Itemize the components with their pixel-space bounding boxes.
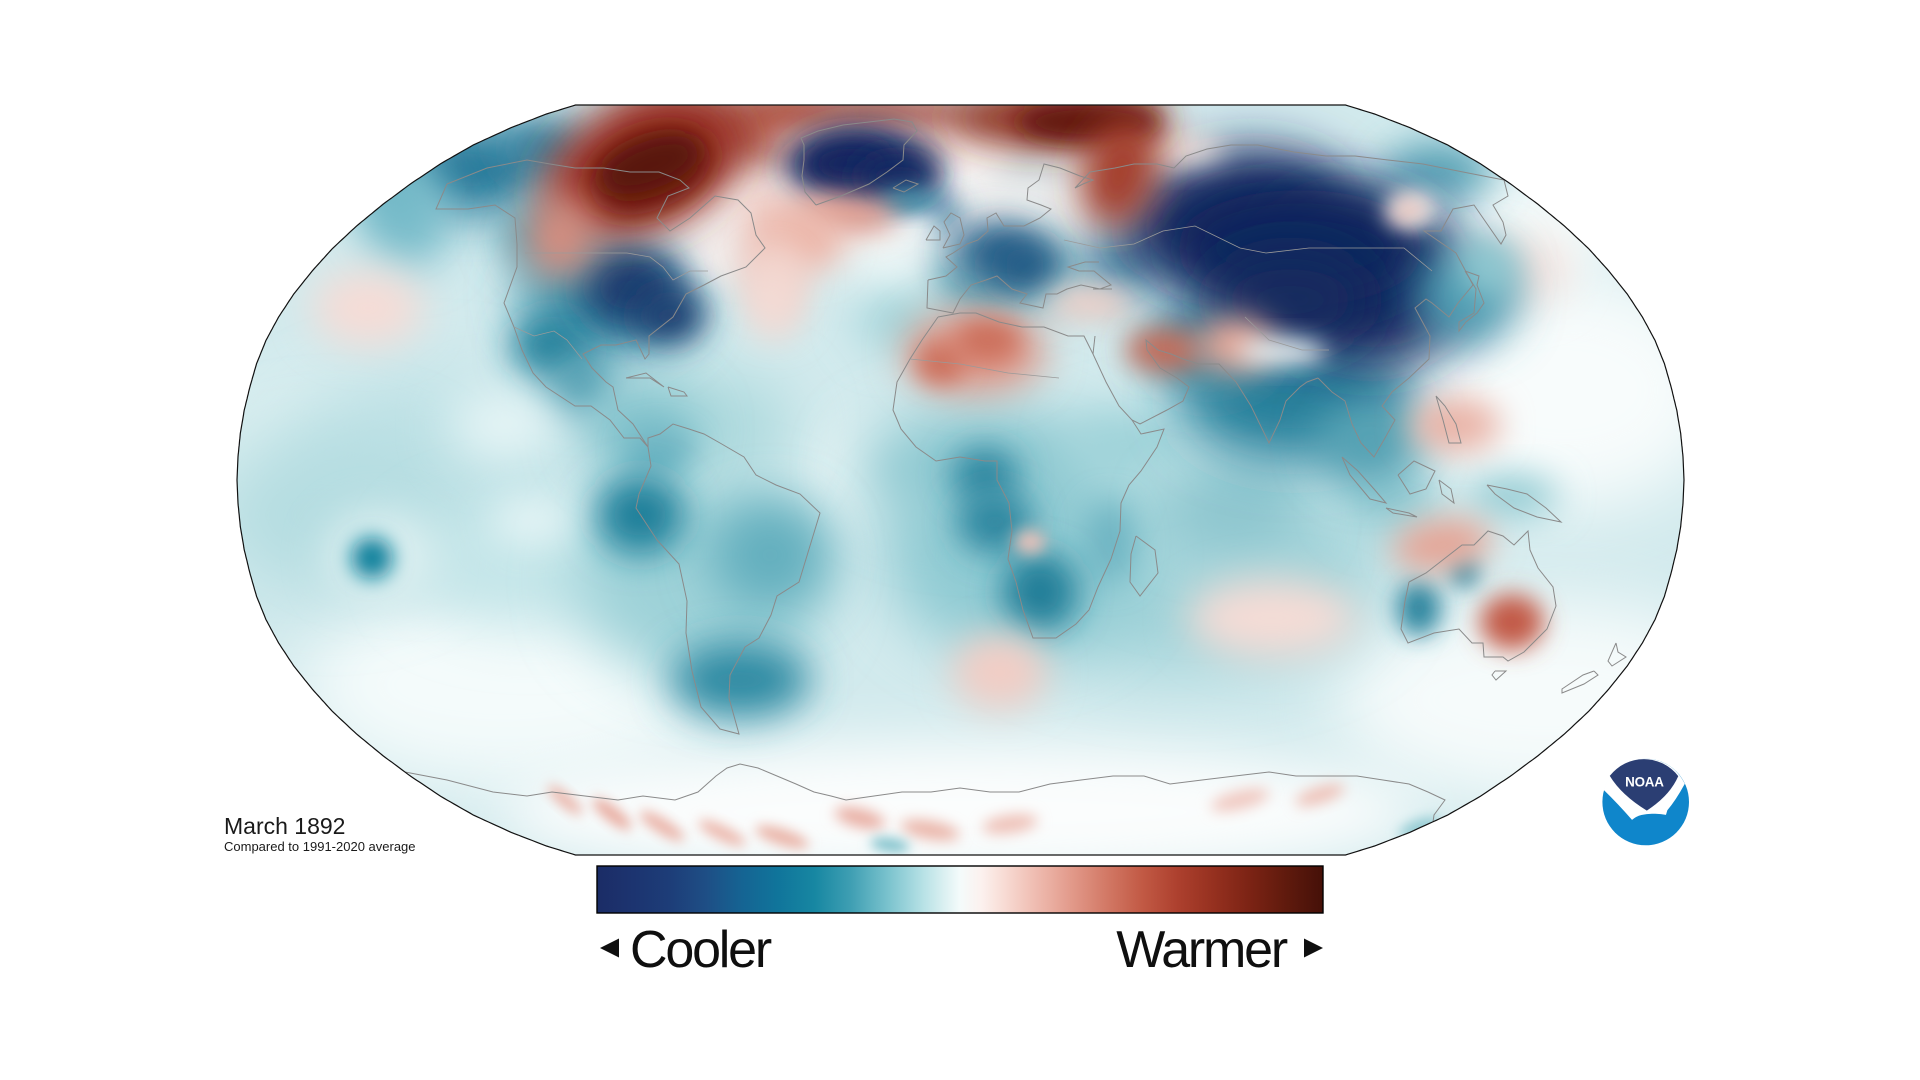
svg-text:March 1892: March 1892 <box>224 813 345 839</box>
svg-text:Warmer: Warmer <box>1116 921 1288 979</box>
svg-text:NOAA: NOAA <box>1625 774 1664 789</box>
svg-text:Compared to 1991-2020 average: Compared to 1991-2020 average <box>224 839 416 854</box>
svg-text:Cooler: Cooler <box>630 921 772 979</box>
